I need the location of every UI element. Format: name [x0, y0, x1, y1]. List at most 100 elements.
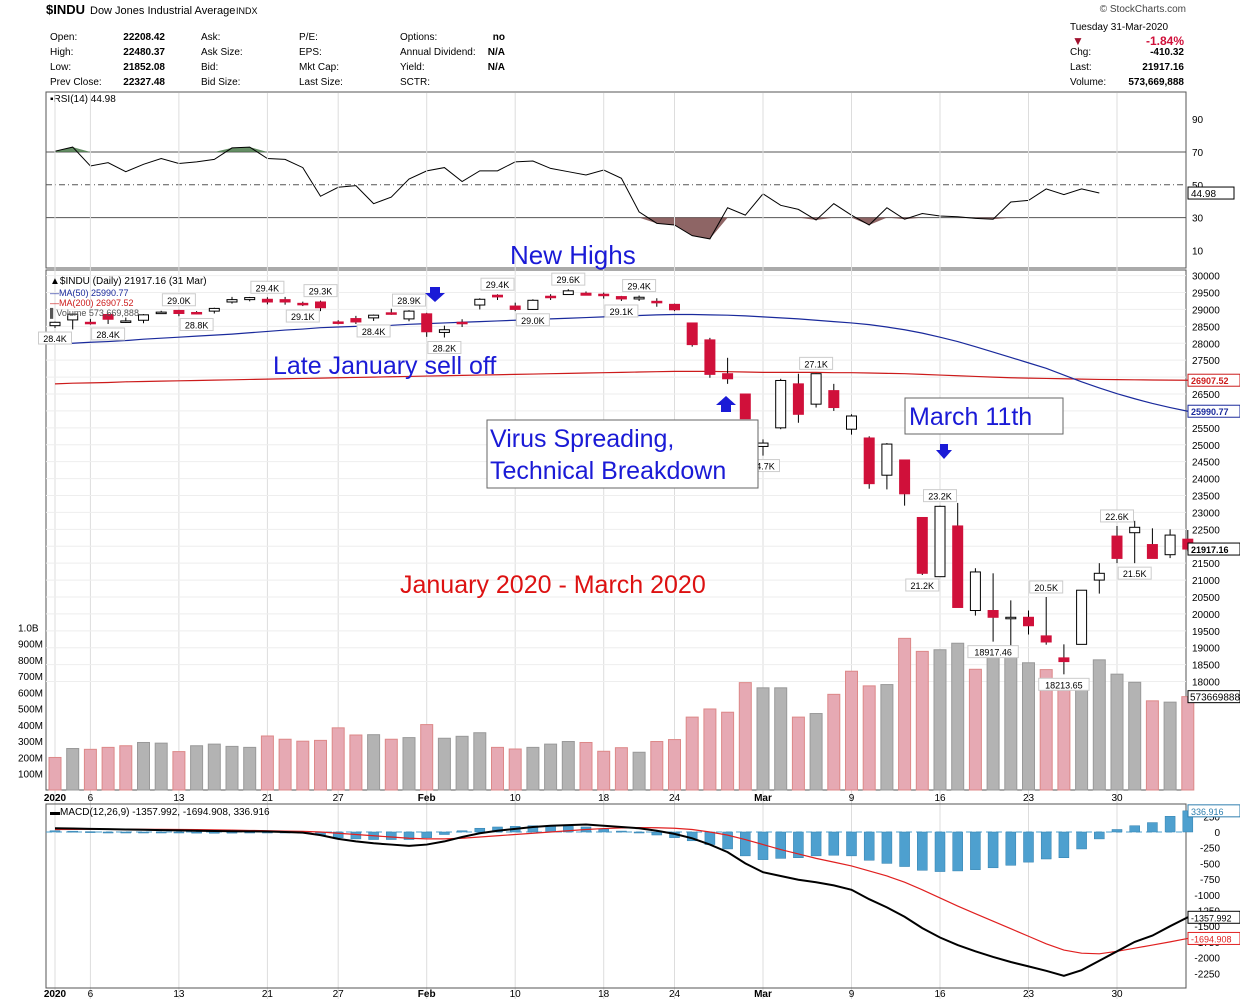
- volume-bar: [544, 743, 558, 791]
- annotations: New Highs Late January sell off Virus Sp…: [273, 240, 1064, 599]
- price-label: 29.4K: [256, 283, 280, 293]
- volume-bar: [508, 748, 522, 791]
- candle-body: [438, 329, 450, 333]
- annotation-new-highs: New Highs: [510, 240, 636, 270]
- candle-body: [1040, 635, 1052, 643]
- price-label: 29.0K: [167, 296, 191, 306]
- volume-bar: [296, 740, 310, 791]
- x-tick-label: 9: [849, 793, 855, 804]
- macd-histogram-bar: [863, 831, 875, 861]
- x-tick-label: 6: [88, 989, 94, 1000]
- rsi-tick-label: 30: [1192, 214, 1204, 225]
- candle-body: [173, 309, 185, 314]
- macd-tick-label: -750: [1200, 875, 1220, 886]
- macd-histogram-bar: [403, 831, 415, 840]
- quote-date: Tuesday 31-Mar-2020: [1070, 22, 1168, 33]
- volume-bar: [83, 748, 97, 791]
- volume-bar: [845, 670, 858, 791]
- candle-body: [332, 321, 344, 324]
- candle-body: [651, 300, 663, 304]
- price-tick-label: 23000: [1192, 508, 1220, 519]
- quote-label: Ask Size:: [201, 47, 243, 58]
- macd-histogram-bar: [598, 828, 609, 833]
- macd-histogram-bar: [970, 831, 981, 870]
- volume-bar: [862, 685, 876, 791]
- x-tick-label: 10: [510, 989, 522, 1000]
- quote-label: Yield:: [400, 62, 425, 73]
- candle-body: [669, 303, 680, 311]
- rsi-line: [54, 146, 1100, 240]
- volume-bar: [738, 682, 752, 791]
- volume-tick-label: 600M: [18, 688, 43, 699]
- quote-label: Last:: [1070, 62, 1092, 73]
- volume-bar: [933, 649, 947, 791]
- arrow-up-icon: [716, 396, 736, 412]
- volume-bar: [66, 748, 80, 791]
- price-label-box: [392, 293, 426, 307]
- macd-histogram-bar: [1040, 831, 1052, 860]
- macd-line: [54, 823, 1189, 977]
- x-tick-label: 30: [1111, 793, 1123, 804]
- candle-body: [562, 290, 574, 296]
- x-tick-label: Mar: [754, 793, 772, 804]
- volume-bar: [1004, 650, 1018, 791]
- last-price-value-box: [1187, 542, 1240, 556]
- candle-body: [580, 292, 592, 296]
- candle-body: [598, 293, 610, 297]
- rsi-last-value: 44.98: [1191, 189, 1216, 200]
- price-label: 27.1K: [804, 359, 828, 369]
- volume-bar: [48, 756, 62, 791]
- price-label: 29.4K: [486, 280, 510, 290]
- macd-tick-label: -500: [1200, 859, 1220, 870]
- price-tick-label: 24500: [1192, 458, 1220, 469]
- volume-bar: [579, 741, 593, 791]
- x-tick-label: 9: [849, 989, 855, 1000]
- x-tick-label: 13: [173, 793, 185, 804]
- macd-histogram-bar: [775, 831, 786, 859]
- price-label-box: [91, 327, 126, 341]
- quote-label: Mkt Cap:: [299, 62, 339, 73]
- volume-bar: [420, 724, 434, 791]
- price-tick-label: 21500: [1192, 559, 1220, 570]
- x-tick-label: Feb: [418, 989, 436, 1000]
- price-label: 18213.65: [1045, 680, 1083, 690]
- price-label-box: [38, 331, 72, 345]
- candle-body: [527, 299, 539, 310]
- price-label-box: [1117, 566, 1152, 580]
- candle-body: [403, 310, 415, 320]
- x-tick-label: 16: [934, 989, 946, 1000]
- macd-signal-last: -1694.908: [1191, 934, 1232, 944]
- volume-bar: [827, 693, 841, 791]
- candle-body: [208, 307, 220, 312]
- candle-body: [545, 295, 557, 299]
- volume-bar: [119, 745, 133, 791]
- price-tick-label: 20500: [1192, 593, 1220, 604]
- price-tick-label: 22500: [1192, 525, 1220, 536]
- macd-histogram-bar: [828, 831, 840, 856]
- annotation-march11: March 11th: [909, 403, 1032, 431]
- price-panel: 1800018500190001950020000205002100021500…: [18, 93, 1240, 999]
- x-tick-label: Mar: [754, 989, 772, 1000]
- quote-value: 21852.08: [123, 62, 165, 73]
- macd-histogram-bar: [386, 831, 397, 840]
- volume-bar: [721, 711, 735, 791]
- volume-bar: [314, 739, 327, 791]
- x-tick-label: 6: [88, 793, 94, 804]
- price-label: 29.4K: [627, 282, 651, 292]
- macd-histogram-bar: [49, 830, 61, 833]
- volume-bar: [1092, 659, 1106, 791]
- candle-body: [739, 393, 751, 420]
- candle-body: [138, 314, 149, 321]
- price-label-box: [480, 277, 515, 291]
- volume-bar: [402, 737, 416, 791]
- quote-label: Open:: [50, 32, 77, 43]
- price-tick-label: 28500: [1192, 322, 1220, 333]
- candle-body: [846, 415, 857, 430]
- macd-tick-label: -1500: [1194, 922, 1220, 933]
- price-label-box: [1100, 509, 1134, 523]
- price-label-box: [923, 489, 957, 503]
- candle-body: [863, 437, 875, 485]
- x-tick-label: 2020: [44, 793, 67, 804]
- candle-body: [1146, 544, 1158, 559]
- candle-body: [1076, 589, 1088, 645]
